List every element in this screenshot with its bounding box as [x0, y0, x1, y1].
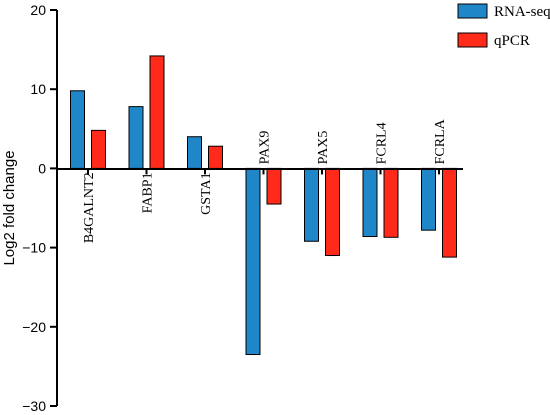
y-tick-label: −30 [22, 398, 46, 414]
category-label: PAX5 [316, 131, 331, 165]
bar-rna-seq-b4galnt2 [70, 90, 85, 169]
y-tick-label: 20 [30, 2, 46, 18]
legend: RNA-seq qPCR [457, 3, 550, 49]
category-label: FCRL4 [375, 122, 390, 164]
legend-swatch [457, 32, 488, 48]
category-label: FABP1 [141, 172, 156, 213]
bar-rna-seq-fabp1 [128, 106, 144, 169]
category-labels-group: B4GALNT2 FABP1 GSTA1 PAX9 PAX5 FCRL4 FCRLA [82, 118, 448, 243]
y-tick-label: −20 [22, 319, 46, 335]
legend-label: qPCR [494, 33, 530, 49]
bar-rna-seq-fcrl4 [362, 167, 378, 238]
bar-qpcr-pax9 [266, 167, 282, 205]
legend-swatch [457, 3, 488, 19]
category-label: B4GALNT2 [82, 172, 97, 243]
bar-qpcr-fcrla [442, 167, 457, 258]
y-tick-label: 0 [38, 160, 46, 176]
category-label: GSTA1 [199, 172, 214, 214]
bar-qpcr-fcrl4 [383, 167, 399, 238]
legend-label: RNA-seq [494, 4, 550, 20]
category-label: PAX9 [258, 131, 273, 165]
bar-qpcr-fabp1 [149, 55, 165, 169]
bar-rna-seq-pax9 [245, 167, 261, 356]
bar-qpcr-pax5 [325, 167, 340, 257]
bar-rna-seq-gsta1 [187, 136, 202, 169]
category-label: FCRLA [433, 118, 448, 164]
y-axis-title: Log2 fold change [1, 150, 18, 265]
y-tick-label: 10 [30, 81, 46, 97]
bar-rna-seq-pax5 [304, 167, 319, 242]
bar-qpcr-b4galnt2 [91, 129, 106, 169]
axes-group [56, 10, 463, 406]
bars-group [70, 55, 457, 356]
y-ticks-group: 20 10 0 −10 −20 −30 [22, 2, 57, 414]
bar-rna-seq-fcrla [421, 167, 436, 231]
y-tick-label: −10 [22, 240, 46, 256]
bar-qpcr-gsta1 [208, 145, 223, 169]
